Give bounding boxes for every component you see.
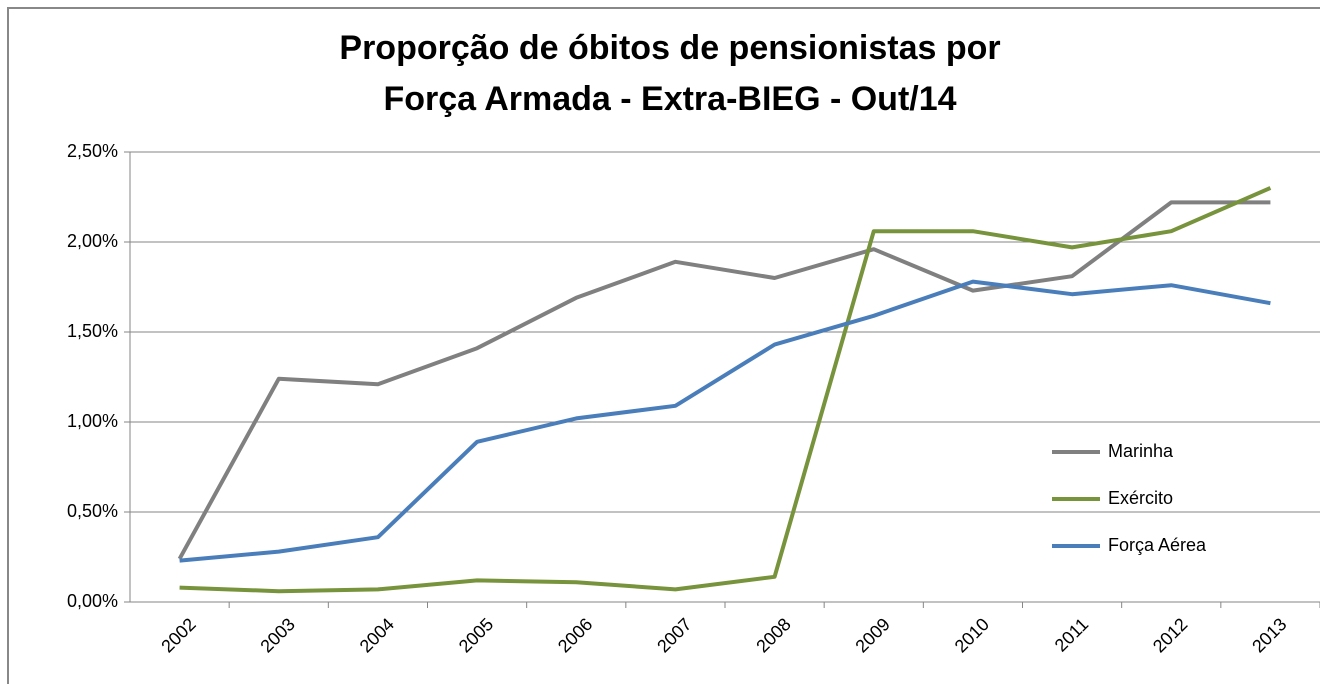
legend-label: Exército <box>1108 488 1173 508</box>
y-tick-label: 0,50% <box>67 501 118 521</box>
chart-title: Força Armada - Extra-BIEG - Out/14 <box>383 80 956 118</box>
chart-frame <box>7 7 1320 684</box>
legend-label: Força Aérea <box>1108 535 1207 555</box>
y-tick-label: 2,50% <box>67 141 118 161</box>
y-tick-label: 1,50% <box>67 321 118 341</box>
data-line <box>179 279 1271 563</box>
chart-title: Proporção de óbitos de pensionistas por <box>339 29 1000 67</box>
y-tick-label: 0,00% <box>67 591 118 611</box>
legend-label: Marinha <box>1108 441 1174 461</box>
data-line <box>179 186 1272 594</box>
y-tick-label: 2,00% <box>67 231 118 251</box>
y-tick-label: 1,00% <box>67 411 118 431</box>
data-line <box>177 200 1271 560</box>
